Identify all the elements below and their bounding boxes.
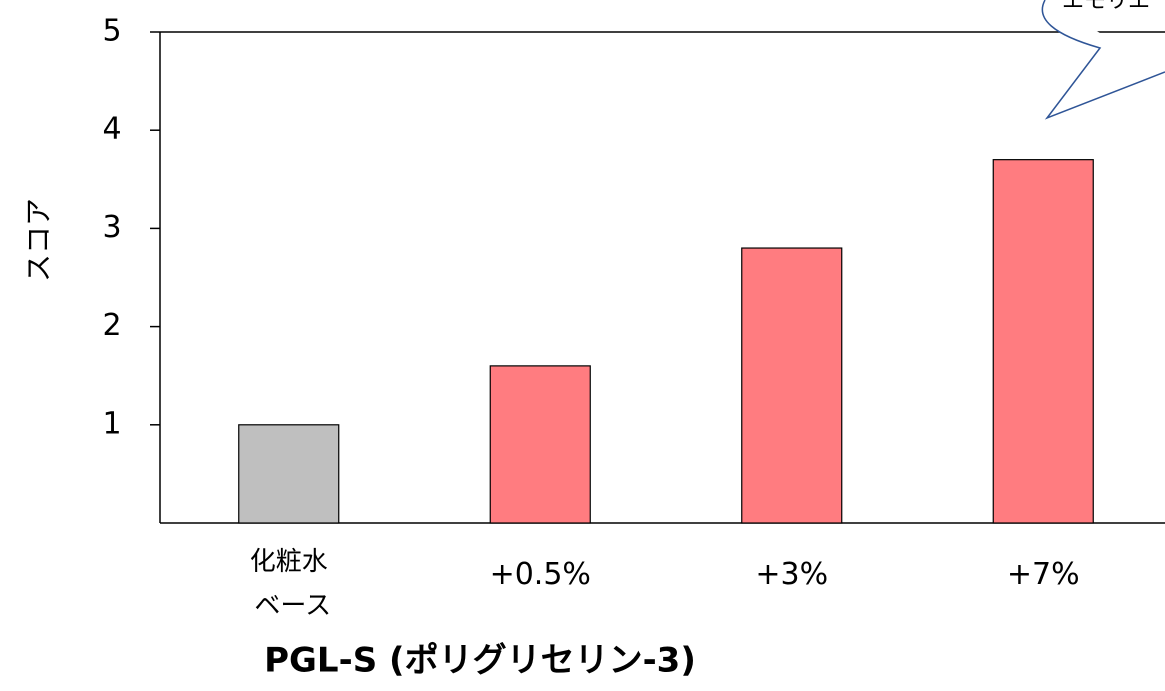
x-axis-label: PGL-S (ポリグリセリン-3)	[264, 641, 696, 681]
y-tick-label: 4	[102, 112, 121, 147]
bar	[238, 424, 340, 524]
bar	[741, 247, 843, 524]
bar	[489, 365, 591, 524]
y-tick-label: 2	[102, 308, 121, 343]
y-tick-label: 5	[102, 14, 121, 49]
x-tick-label: +7%	[1007, 557, 1080, 592]
bar	[992, 159, 1094, 524]
callout-bubble	[1041, 0, 1165, 120]
y-axis-label: スコア	[22, 198, 55, 282]
x-tick-label: 化粧水ベース	[250, 547, 331, 621]
annotation: エモリエ	[1062, 0, 1150, 14]
y-tick-label: 3	[102, 210, 121, 245]
x-tick-label: +3%	[755, 557, 828, 592]
x-tick-label: +0.5%	[490, 557, 591, 592]
y-tick-label: 1	[102, 406, 121, 441]
